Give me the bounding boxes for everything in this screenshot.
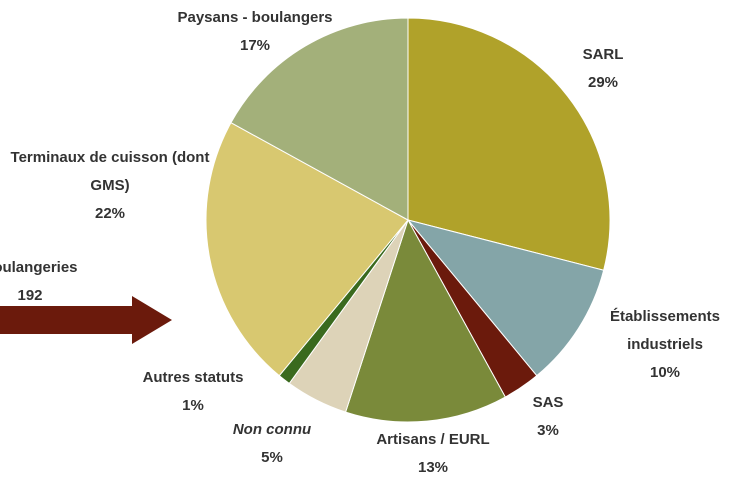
value-label: 1%	[182, 397, 204, 414]
pie-slice	[344, 218, 506, 423]
value-label: 17%	[239, 37, 271, 54]
annotation-value: 192	[17, 287, 43, 304]
value-label: 22%	[94, 205, 126, 222]
category-label: Non connu	[232, 421, 312, 438]
pie-slice	[230, 17, 409, 221]
category-label: Autres statuts	[142, 369, 244, 386]
slice-label: Artisans / EURL 13%	[333, 426, 533, 480]
pie-slice	[407, 17, 611, 271]
slice-label: Autres statuts 1%	[113, 364, 273, 420]
value-label: 5%	[261, 449, 283, 466]
value-label: 29%	[587, 74, 619, 91]
category-label: Établissements industriels	[609, 308, 721, 353]
category-label: Terminaux de cuisson (dont GMS)	[10, 149, 210, 194]
slice-label: Établissements industriels 10%	[590, 303, 740, 387]
value-label: 13%	[417, 459, 449, 476]
slice-label: Paysans - boulangers 17%	[135, 4, 375, 60]
category-label: Artisans / EURL	[376, 431, 490, 448]
slice-label: SAS 3%	[508, 389, 588, 445]
annotation: Boulangeries 192	[0, 254, 110, 310]
value-label: 3%	[537, 422, 559, 439]
annotation-label: Boulangeries	[0, 259, 78, 276]
slice-label: Non connu 5%	[202, 416, 342, 472]
category-label: SAS	[532, 394, 564, 411]
category-label: SARL	[582, 46, 624, 63]
slice-label: SARL 29%	[543, 41, 663, 97]
arrow	[0, 296, 172, 344]
value-label: 10%	[649, 364, 681, 381]
pie-slice	[406, 219, 605, 377]
slice-label: Terminaux de cuisson (dont GMS) 22%	[10, 144, 210, 228]
category-label: Paysans - boulangers	[177, 9, 333, 26]
pie-slice	[205, 122, 409, 377]
